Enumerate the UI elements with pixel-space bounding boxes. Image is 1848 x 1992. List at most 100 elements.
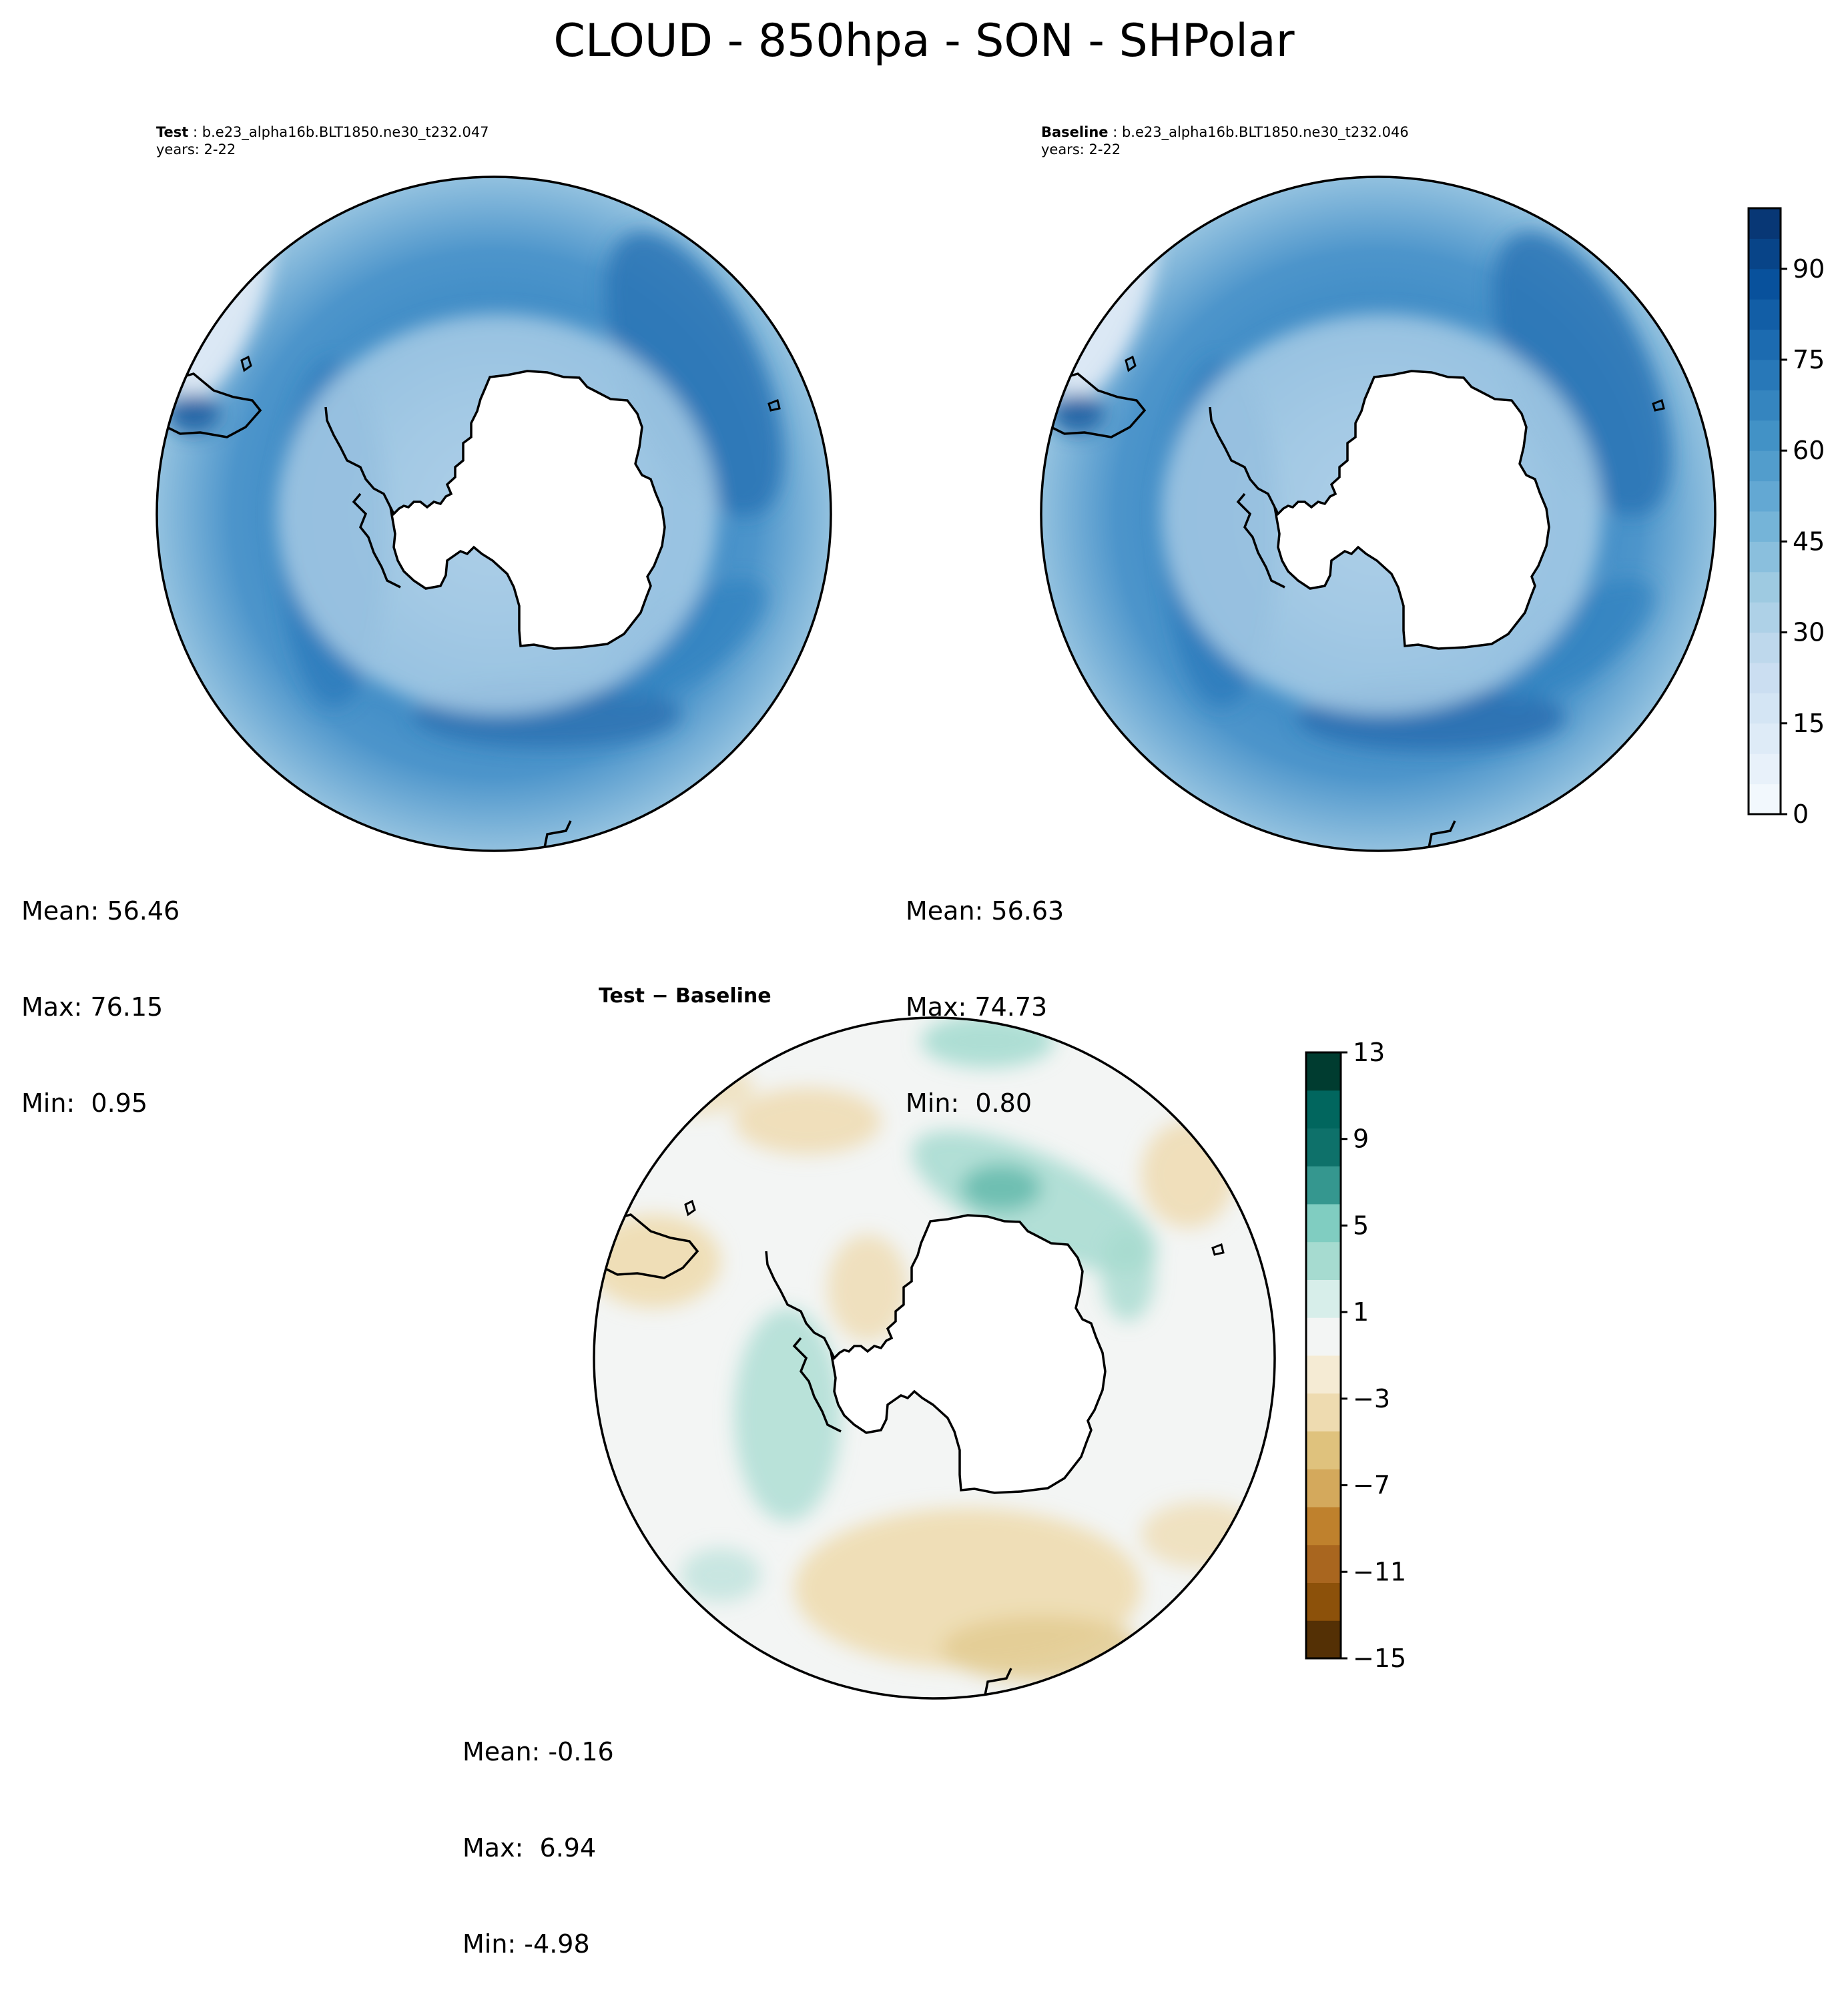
baseline-island (1652, 398, 1665, 412)
cloud-colorbar-level-14 (1749, 360, 1781, 390)
cloud-colorbar-level-18 (1749, 238, 1781, 270)
baseline-case-name: b.e23_alpha16b.BLT1850.ne30_t232.046 (1121, 124, 1409, 140)
test-antarctic-peninsula (324, 406, 401, 589)
baseline-map-panel (1040, 176, 1717, 852)
diff-map-panel (593, 1016, 1276, 1700)
diff-colorbar: −15 −11 −7 −3 1 5 9 13 (1305, 1038, 1406, 1673)
diff-colorbar-tick-label-3: −3 (1353, 1384, 1390, 1413)
diff-island (1211, 1243, 1225, 1256)
diff-colorbar-frame (1305, 1051, 1342, 1660)
cloud-colorbar-tick-label-4: 60 (1793, 436, 1825, 465)
diff-antarctic-peninsula (765, 1251, 842, 1433)
cloud-colorbar-level-4 (1749, 663, 1781, 693)
baseline-min: Min: 0.80 (906, 1088, 1032, 1118)
diff-colorbar-tick-label-0: −15 (1353, 1644, 1406, 1673)
cloud-colorbar-tick-label-1: 15 (1793, 709, 1825, 738)
cloud-colorbar-tick-label-5: 75 (1793, 345, 1825, 374)
test-stats: Mean: 56.46 Max: 76.15 Min: 0.95 (21, 831, 180, 1151)
diff-falkland-islands (684, 1199, 696, 1217)
test-years: years: 2-22 (156, 141, 236, 157)
diff-min: Min: -4.98 (463, 1929, 590, 1959)
baseline-antarctica-landmass (1273, 370, 1550, 650)
cloud-colorbar-level-16 (1749, 299, 1781, 330)
cloud-colorbar-level-12 (1749, 420, 1781, 451)
cloud-colorbar-level-17 (1749, 268, 1781, 300)
test-case-name: b.e23_alpha16b.BLT1850.ne30_t232.047 (202, 124, 489, 140)
test-mean: Mean: 56.46 (21, 896, 180, 926)
diff-colorbar-level-13 (1306, 1128, 1341, 1167)
cloud-colorbar-level-13 (1749, 390, 1781, 421)
cloud-colorbar-level-2 (1749, 723, 1781, 754)
test-island (767, 398, 781, 412)
cloud-colorbar-tick-label-3: 45 (1793, 527, 1825, 556)
diff-antarctica-landmass (830, 1214, 1107, 1494)
cloud-colorbar-level-6 (1749, 602, 1781, 633)
diff-colorbar-tick-label-2: −7 (1353, 1471, 1390, 1500)
diff-colorbar-tick-label-7: 13 (1353, 1038, 1385, 1067)
test-min: Min: 0.95 (21, 1088, 147, 1118)
cloud-colorbar-level-5 (1749, 632, 1781, 663)
cloud-colorbar-level-9 (1749, 511, 1781, 542)
cloud-colorbar-tick-label-0: 0 (1793, 799, 1809, 829)
diff-mean: Mean: -0.16 (463, 1737, 614, 1766)
baseline-falkland-islands (1125, 355, 1137, 372)
test-panel-header: Test : b.e23_alpha16b.BLT1850.ne30_t232.… (156, 124, 489, 157)
cloud-colorbar-tick-label-6: 90 (1793, 254, 1825, 284)
baseline-panel-header: Baseline : b.e23_alpha16b.BLT1850.ne30_t… (1041, 124, 1409, 157)
cloud-colorbar-tick-label-2: 30 (1793, 618, 1825, 647)
diff-colorbar-level-2 (1306, 1544, 1341, 1583)
cloud-colorbar-level-19 (1749, 208, 1781, 239)
cloud-colorbar-level-0 (1749, 783, 1781, 815)
baseline-map-boundary (1040, 176, 1717, 852)
diff-colorbar-level-10 (1306, 1241, 1341, 1280)
cloud-colorbar-level-7 (1749, 571, 1781, 603)
cloud-colorbar-level-15 (1749, 329, 1781, 360)
baseline-stats: Mean: 56.63 Max: 74.73 Min: 0.80 (906, 831, 1064, 1151)
diff-colorbar-level-4 (1306, 1469, 1341, 1508)
diff-colorbar-level-11 (1306, 1204, 1341, 1243)
test-south-america-tip (166, 372, 262, 438)
cloud-colorbar: 0 15 30 45 60 75 90 (1747, 207, 1825, 829)
diff-max: Max: 6.94 (463, 1833, 597, 1863)
baseline-max: Max: 74.73 (906, 992, 1048, 1022)
baseline-new-zealand-tip (1427, 820, 1456, 851)
diff-colorbar-level-8 (1306, 1317, 1341, 1356)
diff-panel-title: Test − Baseline (599, 984, 772, 1008)
diff-new-zealand-tip (983, 1668, 1012, 1698)
test-new-zealand-tip (543, 820, 572, 851)
test-falkland-islands (240, 355, 252, 372)
test-antarctica-landmass (389, 370, 666, 650)
cloud-colorbar-level-10 (1749, 480, 1781, 512)
diff-colorbar-tick-label-6: 9 (1353, 1124, 1369, 1154)
baseline-south-america-tip (1050, 372, 1147, 438)
diff-colorbar-level-12 (1306, 1166, 1341, 1205)
diff-colorbar-level-0 (1306, 1620, 1341, 1659)
diff-stats: Mean: -0.16 Max: 6.94 Min: -4.98 (463, 1672, 614, 1992)
diff-colorbar-tick-label-1: −11 (1353, 1557, 1406, 1586)
cloud-colorbar-level-1 (1749, 753, 1781, 785)
cloud-colorbar-level-8 (1749, 541, 1781, 573)
baseline-label: Baseline (1041, 124, 1109, 140)
diff-colorbar-level-7 (1306, 1355, 1341, 1394)
diff-colorbar-level-1 (1306, 1582, 1341, 1621)
diff-colorbar-level-9 (1306, 1279, 1341, 1318)
cloud-colorbar-frame (1747, 207, 1782, 815)
diff-colorbar-level-5 (1306, 1431, 1341, 1469)
figure-title: CLOUD - 850hpa - SON - SHPolar (553, 15, 1295, 67)
test-map-panel (156, 176, 832, 852)
baseline-years: years: 2-22 (1041, 141, 1121, 157)
diff-colorbar-level-15 (1306, 1052, 1341, 1091)
diff-colorbar-level-6 (1306, 1393, 1341, 1431)
diff-colorbar-level-3 (1306, 1507, 1341, 1546)
baseline-mean: Mean: 56.63 (906, 896, 1064, 926)
cloud-colorbar-level-3 (1749, 693, 1781, 724)
baseline-antarctic-peninsula (1209, 406, 1285, 589)
test-max: Max: 76.15 (21, 992, 164, 1022)
diff-south-america-tip (603, 1213, 699, 1279)
diff-colorbar-tick-label-4: 1 (1353, 1297, 1369, 1327)
diff-colorbar-tick-label-5: 5 (1353, 1211, 1369, 1240)
cloud-colorbar-level-11 (1749, 450, 1781, 482)
test-map-boundary (156, 176, 832, 852)
test-label: Test (156, 124, 189, 140)
